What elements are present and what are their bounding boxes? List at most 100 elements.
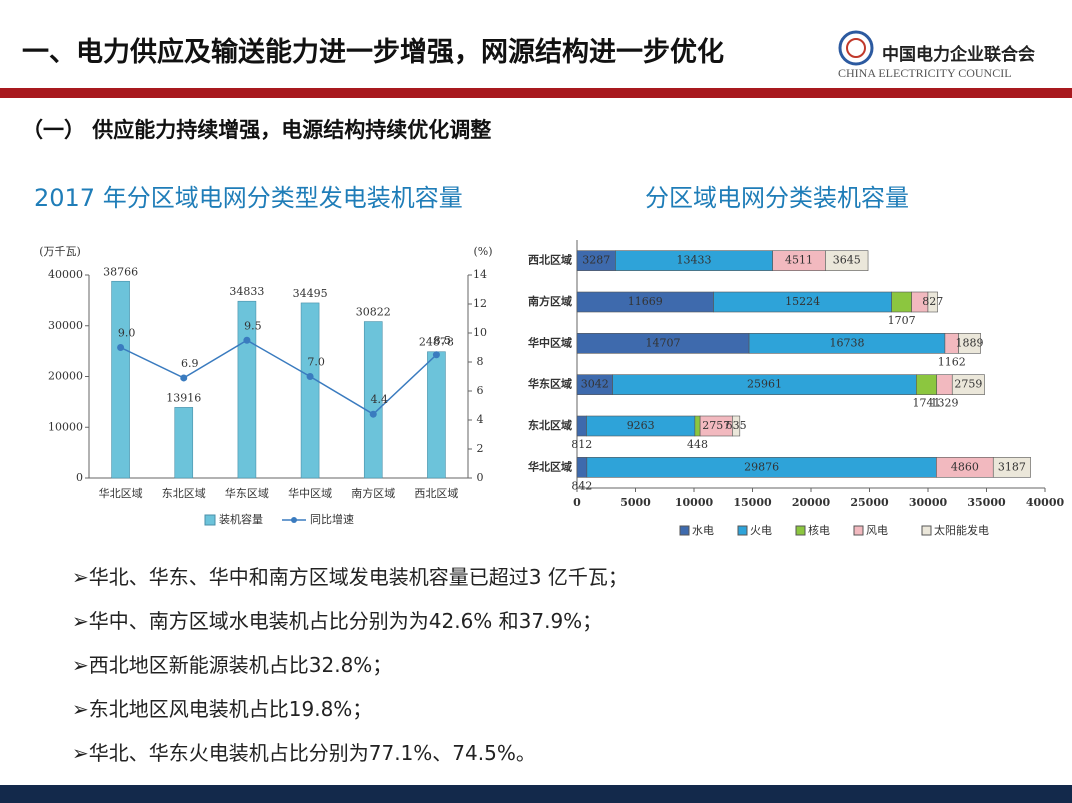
point bbox=[243, 336, 251, 344]
data-label: 3187 bbox=[998, 460, 1026, 473]
y-tick-label: 10000 bbox=[48, 420, 83, 433]
bar-segment bbox=[576, 415, 587, 437]
data-label: 1889 bbox=[956, 336, 984, 349]
data-label: 16738 bbox=[829, 336, 864, 349]
chart: (万千瓦) (%) 0 10000 20000 30000 40000 0 2 4 6 8 10 12 14… bbox=[39, 245, 492, 526]
data-label: 4511 bbox=[785, 254, 813, 267]
bar bbox=[363, 321, 383, 479]
y-tick-label: 南方区域 bbox=[528, 294, 572, 308]
y-tick-label: 华中区域 bbox=[528, 335, 572, 349]
line bbox=[120, 339, 437, 416]
bar bbox=[427, 351, 446, 479]
y-tick-label: 40000 bbox=[48, 268, 83, 281]
point bbox=[117, 344, 125, 351]
data-label: 8.5 bbox=[434, 334, 452, 347]
point bbox=[432, 351, 440, 359]
y-tick-label: 30000 bbox=[48, 319, 83, 332]
y2-tick-label: 4 bbox=[477, 413, 484, 426]
legend-swatch bbox=[737, 525, 748, 536]
data-label: 812 bbox=[571, 438, 592, 451]
bar-segment bbox=[936, 374, 953, 395]
data-label: 15224 bbox=[785, 295, 820, 308]
data-label: 29876 bbox=[744, 460, 779, 473]
data-label: 38766 bbox=[103, 265, 138, 278]
bullet: ➢华中、南方区域水电装机占比分别为为42.6% 和37.9%； bbox=[72, 609, 603, 633]
bullet: ➢华北、华东火电装机占比分别为77.1%、74.5%。 bbox=[72, 741, 536, 765]
data-label: 25961 bbox=[747, 378, 782, 391]
y-axis-label: (万千瓦) bbox=[39, 245, 81, 258]
bar bbox=[111, 280, 130, 479]
data-label: 448 bbox=[687, 438, 708, 451]
y2-tick-label: 12 bbox=[473, 297, 487, 310]
y2-tick-label: 2 bbox=[477, 442, 484, 455]
chart-title: 分区域电网分类装机容量 bbox=[645, 184, 909, 212]
bar-segment bbox=[992, 457, 1031, 478]
y2-tick-label: 0 bbox=[477, 471, 484, 484]
data-label: 1707 bbox=[888, 314, 916, 327]
point bbox=[180, 374, 188, 382]
legend-label: 太阳能发电 bbox=[934, 523, 989, 537]
x-tick-label: 南方区域 bbox=[351, 486, 395, 500]
bar bbox=[174, 407, 194, 479]
chart: 0 5000 10000 15000 20000 25000 30000 35000 40000… bbox=[528, 240, 1065, 537]
legend-label: 火电 bbox=[750, 524, 772, 537]
y-tick-label: 20000 bbox=[48, 370, 83, 383]
x-tick-label: 5000 bbox=[620, 496, 651, 509]
bar-segment bbox=[927, 291, 938, 313]
header-rule bbox=[0, 88, 1072, 98]
data-label: 635 bbox=[726, 419, 747, 432]
point bbox=[306, 373, 314, 380]
footer-band bbox=[0, 785, 1072, 803]
bar-segment bbox=[732, 415, 741, 437]
bar-segment bbox=[891, 291, 912, 313]
data-label: 4.4 bbox=[371, 393, 389, 406]
data-label: 11669 bbox=[628, 295, 663, 308]
x-tick-label: 10000 bbox=[675, 496, 714, 509]
data-label: 3645 bbox=[833, 254, 861, 267]
data-label: 34495 bbox=[293, 287, 328, 300]
x-tick-label: 30000 bbox=[909, 496, 948, 509]
legend-label: 核电 bbox=[808, 523, 830, 537]
data-label: 842 bbox=[571, 479, 592, 492]
data-label: 2759 bbox=[954, 378, 982, 391]
bar-segment bbox=[951, 374, 985, 395]
y-tick-label: 华北区域 bbox=[528, 459, 572, 473]
y2-tick-label: 6 bbox=[477, 384, 484, 397]
bullet: ➢西北地区新能源装机占比32.8%； bbox=[72, 653, 393, 677]
y-tick-label: 华东区域 bbox=[528, 377, 572, 391]
logo-en: CHINA ELECTRICITY COUNCIL bbox=[838, 66, 1012, 80]
logo-icon bbox=[838, 30, 874, 66]
data-label: 1162 bbox=[938, 355, 966, 368]
legend-swatch bbox=[204, 514, 216, 526]
legend-swatch bbox=[679, 525, 690, 536]
y2-tick-label: 10 bbox=[473, 326, 487, 339]
bullet: ➢华北、华东、华中和南方区域发电装机容量已超过3 亿千瓦； bbox=[72, 565, 628, 589]
data-label: 6.9 bbox=[181, 357, 199, 370]
chart-title: 2017 年分区域电网分类型发电装机容量 bbox=[34, 184, 463, 212]
data-label: 9.5 bbox=[244, 319, 262, 332]
x-tick-label: 华东区域 bbox=[225, 486, 269, 500]
data-label: 14707 bbox=[646, 336, 681, 349]
data-label: 9263 bbox=[627, 419, 655, 432]
data-label: 3042 bbox=[581, 378, 609, 391]
data-label: 7.0 bbox=[307, 356, 325, 369]
data-label: 13433 bbox=[677, 254, 712, 267]
y2-tick-label: 8 bbox=[477, 355, 484, 368]
data-label: 3287 bbox=[582, 254, 610, 267]
bullet: ➢东北地区风电装机占比19.8%； bbox=[72, 697, 373, 721]
bar bbox=[237, 300, 257, 479]
x-tick-label: 40000 bbox=[1026, 496, 1065, 509]
data-label: 9.0 bbox=[118, 327, 136, 340]
bar-segment bbox=[694, 415, 701, 437]
bar-segment bbox=[576, 457, 588, 478]
x-tick-label: 20000 bbox=[792, 496, 831, 509]
y-tick-label: 东北区域 bbox=[528, 418, 572, 432]
x-tick-label: 0 bbox=[573, 496, 581, 509]
data-label: 1741 bbox=[913, 397, 941, 410]
section-title: （一） 供应能力持续增强，电源结构持续优化调整 bbox=[22, 118, 492, 142]
data-label: 4860 bbox=[951, 460, 979, 473]
slide-title: 一、电力供应及输送能力进一步增强，网源结构进一步优化 bbox=[22, 37, 724, 68]
y-tick-label: 西北区域 bbox=[528, 253, 572, 267]
legend-label: 风电 bbox=[866, 524, 888, 537]
